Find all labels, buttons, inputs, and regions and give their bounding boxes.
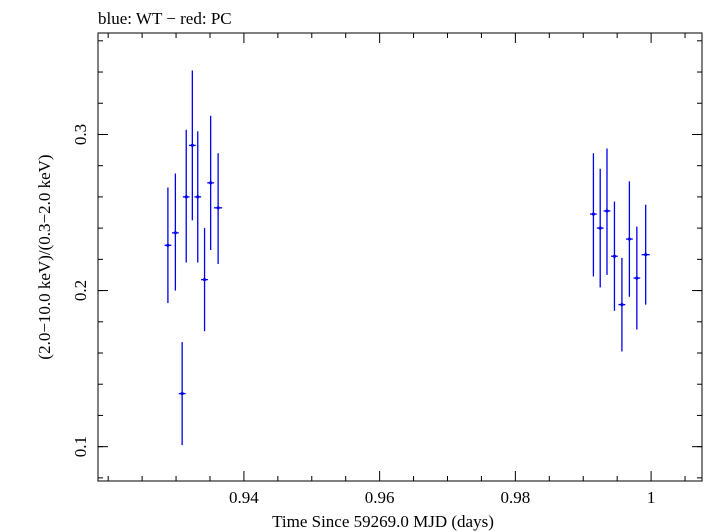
x-tick-label: 1 (647, 488, 656, 507)
point-marker (190, 143, 194, 147)
data-point (182, 129, 190, 263)
data-point (611, 201, 618, 311)
data-point (618, 257, 626, 352)
chart-title: blue: WT − red: PC (98, 9, 232, 28)
x-axis-label: Time Since 59269.0 MJD (days) (272, 512, 494, 531)
point-marker (209, 181, 213, 185)
data-point (207, 115, 215, 250)
data-point (201, 228, 208, 332)
data-point (194, 131, 202, 263)
point-marker (184, 195, 188, 199)
data-point (596, 168, 604, 288)
data-point (641, 204, 650, 305)
point-marker (591, 212, 596, 216)
data-points (164, 70, 650, 446)
point-marker (216, 206, 220, 210)
data-point (164, 187, 172, 304)
point-marker (605, 209, 609, 213)
x-tick-label: 0.96 (365, 488, 395, 507)
point-marker (173, 231, 177, 235)
x-axis-tick-labels: 0.94 0.96 0.98 1 (229, 488, 655, 507)
data-point (590, 153, 597, 277)
y-axis-label: (2.0−10.0 keV)/(0.3−2.0 keV) (35, 154, 54, 359)
point-marker (598, 226, 602, 230)
data-point (603, 148, 611, 275)
point-marker (180, 391, 184, 396)
x-tick-label: 0.98 (500, 488, 530, 507)
y-tick-label: 0.3 (71, 124, 90, 145)
point-marker (644, 253, 648, 257)
y-axis-ticks (98, 40, 702, 479)
point-marker (612, 254, 617, 258)
data-point (178, 342, 186, 446)
point-marker (620, 303, 624, 307)
point-marker (202, 278, 207, 282)
data-point (171, 173, 179, 291)
y-tick-label: 0.1 (71, 436, 90, 457)
point-marker (196, 195, 200, 199)
y-axis-tick-labels: 0.1 0.2 0.3 (71, 124, 90, 457)
data-point (625, 181, 633, 297)
data-point (214, 153, 223, 265)
point-marker (166, 243, 170, 247)
data-point (633, 226, 641, 330)
point-marker (635, 276, 639, 280)
point-marker (627, 237, 631, 241)
x-axis-ticks (107, 33, 686, 481)
x-tick-label: 0.94 (229, 488, 259, 507)
data-point (188, 70, 196, 221)
plot-frame (97, 32, 703, 482)
y-tick-label: 0.2 (71, 280, 90, 301)
